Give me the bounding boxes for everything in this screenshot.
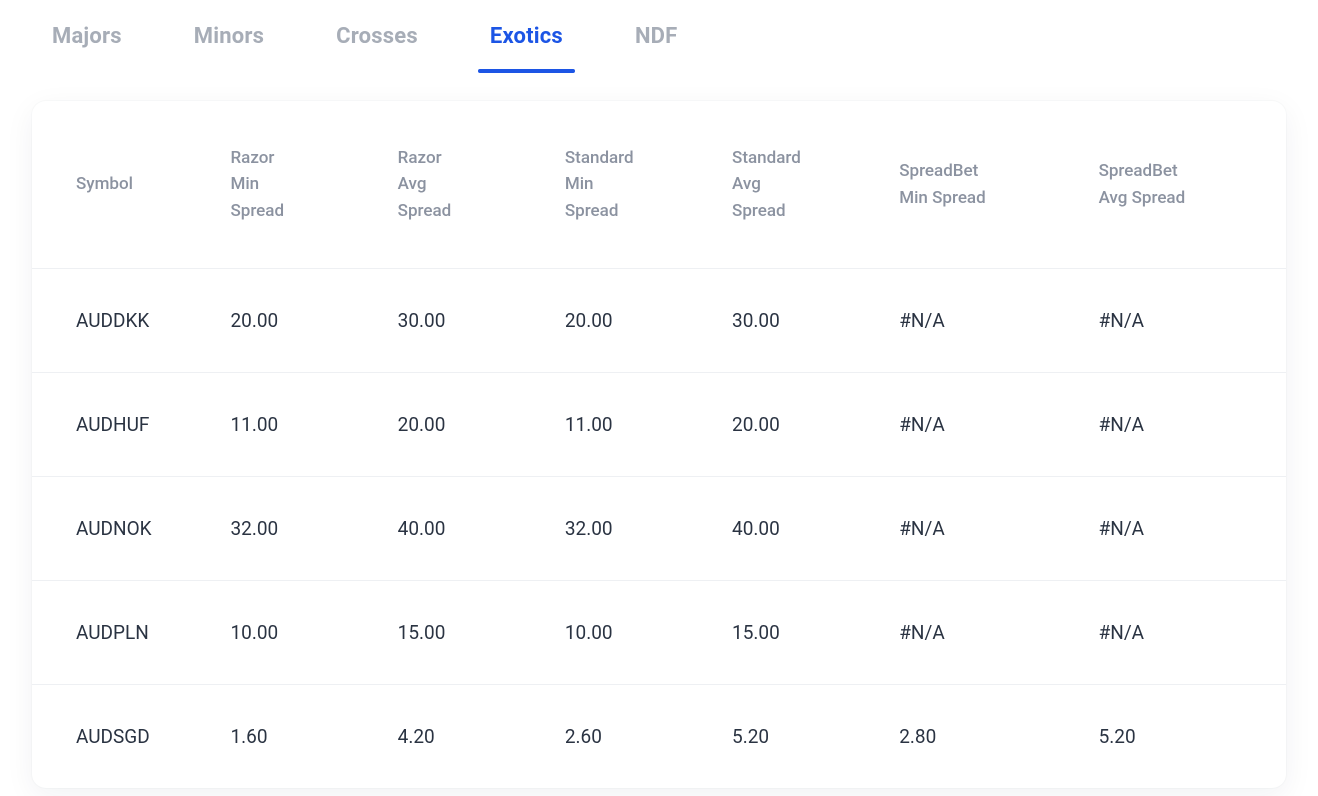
col-standard-min: StandardMinSpread	[553, 101, 720, 269]
cell-value: 4.20	[386, 685, 553, 789]
spreads-card: Symbol RazorMinSpread RazorAvgSpread Sta…	[32, 101, 1286, 788]
cell-value: 40.00	[386, 477, 553, 581]
cell-symbol: AUDNOK	[32, 477, 218, 581]
cell-value: #N/A	[887, 477, 1086, 581]
table-row: AUDPLN 10.00 15.00 10.00 15.00 #N/A #N/A	[32, 581, 1286, 685]
cell-value: 2.80	[887, 685, 1086, 789]
cell-symbol: AUDHUF	[32, 373, 218, 477]
cell-value: 20.00	[553, 269, 720, 373]
table-row: AUDHUF 11.00 20.00 11.00 20.00 #N/A #N/A	[32, 373, 1286, 477]
cell-value: 10.00	[218, 581, 385, 685]
cell-value: 2.60	[553, 685, 720, 789]
col-spreadbet-avg: SpreadBetAvg Spread	[1087, 101, 1286, 269]
cell-value: 32.00	[553, 477, 720, 581]
cell-value: 30.00	[720, 269, 887, 373]
cell-symbol: AUDSGD	[32, 685, 218, 789]
table-row: AUDSGD 1.60 4.20 2.60 5.20 2.80 5.20	[32, 685, 1286, 789]
tab-ndf[interactable]: NDF	[635, 24, 678, 73]
cell-value: 20.00	[720, 373, 887, 477]
col-spreadbet-min: SpreadBetMin Spread	[887, 101, 1086, 269]
cell-value: 30.00	[386, 269, 553, 373]
page-container: Majors Minors Crosses Exotics NDF Symbol…	[0, 0, 1318, 788]
cell-value: 5.20	[1087, 685, 1286, 789]
table-header-row: Symbol RazorMinSpread RazorAvgSpread Sta…	[32, 101, 1286, 269]
cell-symbol: AUDPLN	[32, 581, 218, 685]
tab-minors[interactable]: Minors	[194, 24, 264, 73]
tabs-bar: Majors Minors Crosses Exotics NDF	[32, 24, 1286, 73]
spreads-table: Symbol RazorMinSpread RazorAvgSpread Sta…	[32, 101, 1286, 788]
cell-value: 15.00	[720, 581, 887, 685]
cell-symbol: AUDDKK	[32, 269, 218, 373]
col-symbol: Symbol	[32, 101, 218, 269]
table-row: AUDNOK 32.00 40.00 32.00 40.00 #N/A #N/A	[32, 477, 1286, 581]
cell-value: 5.20	[720, 685, 887, 789]
cell-value: 10.00	[553, 581, 720, 685]
col-razor-avg: RazorAvgSpread	[386, 101, 553, 269]
tab-exotics[interactable]: Exotics	[490, 24, 563, 73]
cell-value: 32.00	[218, 477, 385, 581]
cell-value: 15.00	[386, 581, 553, 685]
cell-value: #N/A	[1087, 373, 1286, 477]
cell-value: #N/A	[1087, 477, 1286, 581]
cell-value: #N/A	[887, 269, 1086, 373]
cell-value: 11.00	[553, 373, 720, 477]
tab-crosses[interactable]: Crosses	[336, 24, 418, 73]
col-standard-avg: StandardAvgSpread	[720, 101, 887, 269]
cell-value: #N/A	[887, 581, 1086, 685]
col-razor-min: RazorMinSpread	[218, 101, 385, 269]
cell-value: 20.00	[386, 373, 553, 477]
cell-value: 1.60	[218, 685, 385, 789]
cell-value: #N/A	[1087, 581, 1286, 685]
table-body: AUDDKK 20.00 30.00 20.00 30.00 #N/A #N/A…	[32, 269, 1286, 789]
cell-value: 20.00	[218, 269, 385, 373]
cell-value: 40.00	[720, 477, 887, 581]
tab-majors[interactable]: Majors	[52, 24, 122, 73]
cell-value: 11.00	[218, 373, 385, 477]
table-row: AUDDKK 20.00 30.00 20.00 30.00 #N/A #N/A	[32, 269, 1286, 373]
cell-value: #N/A	[887, 373, 1086, 477]
cell-value: #N/A	[1087, 269, 1286, 373]
